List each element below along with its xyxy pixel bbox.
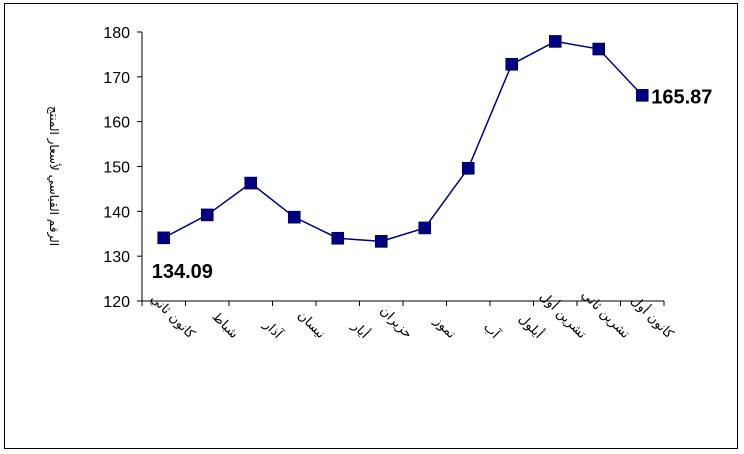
y-axis-label: الرقم القياسي لأسعار المنتج (46, 106, 62, 246)
data-label: 134.09 (152, 261, 213, 283)
y-tick-label: 180 (103, 25, 130, 42)
x-tick-label: حزيران (377, 304, 415, 342)
x-tick-label: أيلول (515, 310, 547, 342)
axes (137, 31, 665, 306)
data-point (200, 208, 214, 222)
y-tick-label: 170 (103, 70, 130, 87)
x-tick-label: نيسان (294, 308, 328, 342)
y-tick-labels: 120 130 140 150 160 170 180 (103, 25, 130, 311)
x-tick-label: آب (480, 319, 504, 343)
y-tick-label: 160 (103, 115, 130, 132)
chart-frame (4, 3, 738, 449)
data-label: 165.87 (651, 86, 712, 108)
x-tick-label: آذار (260, 315, 287, 342)
data-point (505, 57, 519, 71)
data-point (374, 235, 388, 248)
y-tick-label: 140 (103, 204, 130, 221)
data-point (548, 35, 562, 48)
y-tick-label: 150 (103, 160, 130, 177)
series-line (163, 40, 643, 243)
x-tick-label: تموز (430, 313, 459, 342)
data-point (157, 231, 171, 245)
data-point (287, 210, 301, 224)
series (157, 35, 649, 248)
x-tick-label: شباط (209, 309, 241, 341)
data-point (244, 176, 258, 190)
data-point (461, 161, 475, 175)
x-tick-label: كانون ثاني (147, 291, 198, 342)
data-point (418, 221, 432, 235)
data-labels: 134.09 165.87 (152, 86, 713, 282)
x-tick-labels: كانون ثاني شباط آذار نيسان أيار حزيران تموز آب أ… (147, 287, 678, 342)
y-tick-label: 120 (103, 294, 130, 311)
y-tick-label: 130 (103, 249, 130, 266)
data-point (635, 89, 649, 102)
data-point (331, 231, 345, 245)
x-tick-label: كانون أول (628, 292, 678, 342)
x-tick-label: أيار (348, 317, 373, 342)
data-point (592, 42, 606, 56)
